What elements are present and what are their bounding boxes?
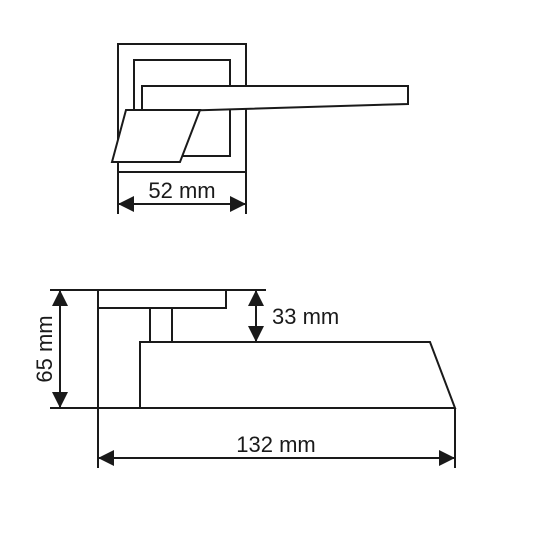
side-view: 132 mm 65 mm 33 mm	[32, 290, 455, 468]
dim-label-plate-width: 52 mm	[148, 178, 215, 203]
lever-top	[142, 86, 408, 112]
dim-label-length: 132 mm	[236, 432, 315, 457]
side-plate	[98, 290, 226, 308]
side-lever	[140, 342, 455, 408]
thumb-turn	[112, 110, 200, 162]
dim-label-drop: 65 mm	[32, 315, 57, 382]
side-neck	[150, 308, 172, 342]
dim-label-neck: 33 mm	[272, 304, 339, 329]
top-view: 52 mm	[112, 44, 408, 214]
technical-drawing: 52 mm 132 mm 65 mm 33 mm	[0, 0, 551, 551]
